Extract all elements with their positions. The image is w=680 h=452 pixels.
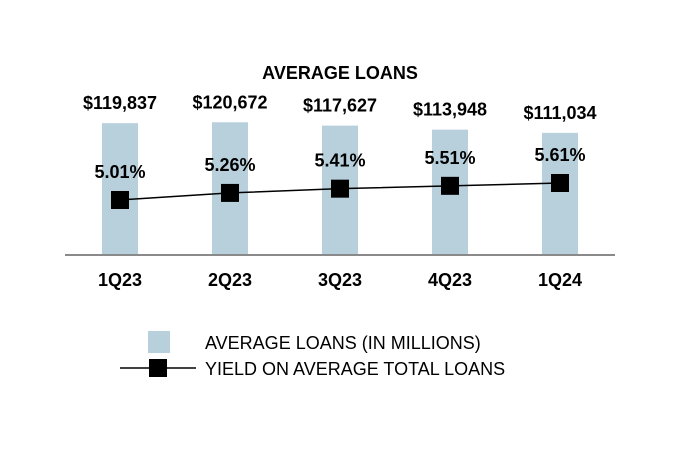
yield-marker-4Q23 bbox=[441, 176, 459, 195]
bar-1Q23 bbox=[102, 123, 138, 256]
legend: AVERAGE LOANS (IN MILLIONS) YIELD ON AVE… bbox=[120, 331, 505, 379]
yield-marker-3Q23 bbox=[331, 179, 349, 198]
bar-label-1Q23: $119,837 bbox=[83, 93, 157, 113]
yield-value-labels: 5.01% 5.26% 5.41% 5.51% 5.61% bbox=[94, 145, 585, 182]
yield-marker-2Q23 bbox=[221, 183, 239, 202]
bar-label-2Q23: $120,672 bbox=[192, 92, 267, 112]
category-label-1Q24: 1Q24 bbox=[538, 270, 582, 290]
bar-label-4Q23: $113,948 bbox=[413, 100, 487, 120]
yield-label-4Q23: 5.51% bbox=[424, 148, 475, 168]
bar-label-3Q23: $117,627 bbox=[303, 96, 377, 116]
yield-label-1Q23: 5.01% bbox=[94, 162, 145, 182]
category-label-2Q23: 2Q23 bbox=[208, 270, 252, 290]
category-label-4Q23: 4Q23 bbox=[428, 270, 472, 290]
category-label-3Q23: 3Q23 bbox=[318, 270, 362, 290]
yield-marker-1Q24 bbox=[551, 174, 569, 192]
chart-title: AVERAGE LOANS bbox=[262, 63, 418, 83]
legend-label-loans: AVERAGE LOANS (IN MILLIONS) bbox=[205, 333, 481, 353]
legend-swatch-loans bbox=[148, 331, 170, 353]
bar-value-labels: $119,837 $120,672 $117,627 $113,948 $111,034 bbox=[83, 92, 597, 123]
category-labels: 1Q23 2Q23 3Q23 4Q23 1Q24 bbox=[98, 270, 582, 290]
category-label-1Q23: 1Q23 bbox=[98, 270, 142, 290]
legend-marker-yield bbox=[149, 359, 167, 377]
yield-label-3Q23: 5.41% bbox=[314, 151, 365, 171]
yield-line-series bbox=[111, 174, 569, 209]
yield-label-1Q24: 5.61% bbox=[534, 145, 585, 165]
yield-label-2Q23: 5.26% bbox=[204, 155, 255, 175]
yield-marker-1Q23 bbox=[111, 191, 129, 209]
bar-1Q24 bbox=[542, 132, 578, 255]
legend-label-yield: YIELD ON AVERAGE TOTAL LOANS bbox=[205, 359, 505, 379]
bar-label-1Q24: $111,034 bbox=[523, 103, 596, 123]
